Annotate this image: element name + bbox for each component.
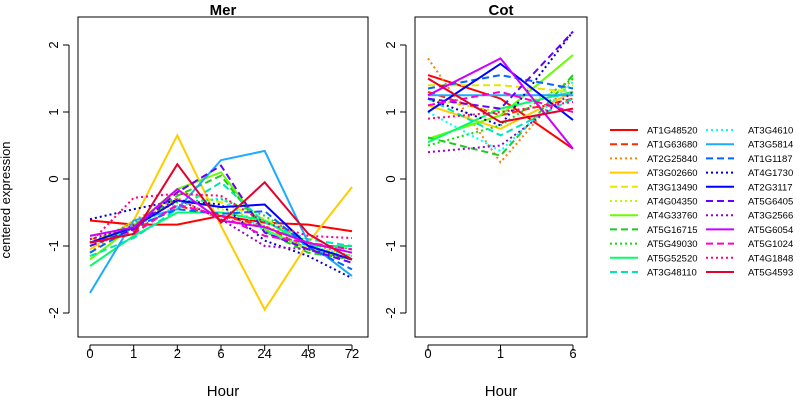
x-axis-label: Hour <box>485 383 518 400</box>
series-line-at5g6405 <box>427 30 574 110</box>
series-line-at4g1848 <box>427 101 574 120</box>
plot-frame <box>77 16 369 338</box>
series-line-at4g1848 <box>89 192 353 244</box>
y-tick-label: -2 <box>46 307 61 319</box>
legend-label: AT3G4610 <box>748 126 793 137</box>
series-line-at2g3117 <box>427 62 574 121</box>
legend-label: AT3G2566 <box>748 211 793 222</box>
series-line-at3g48110 <box>427 97 574 137</box>
y-tick-label: 1 <box>46 108 61 115</box>
legend-label: AT5G52520 <box>647 253 698 264</box>
y-axis-label: centered expression <box>0 141 13 258</box>
x-tick-label: 6 <box>569 346 576 361</box>
legend-label: AT5G1024 <box>748 239 793 250</box>
legend-label: AT4G33760 <box>647 211 698 222</box>
series-line-at5g6054 <box>427 57 574 150</box>
y-tick-label: 0 <box>383 175 398 182</box>
legend-label: AT5G49030 <box>647 239 698 250</box>
y-tick-label: -1 <box>383 240 398 252</box>
legend-item: AT5G4593 <box>706 268 793 279</box>
legend-item: AT5G6405 <box>706 197 793 208</box>
legend-item: AT5G49030 <box>610 239 698 250</box>
y-tick-label: 2 <box>46 41 61 48</box>
legend-item: AT1G1187 <box>706 154 793 165</box>
x-tick-label: 24 <box>257 346 271 361</box>
legend-item: AT4G04350 <box>610 197 698 208</box>
y-tick-label: 1 <box>383 108 398 115</box>
x-tick-label: 1 <box>130 346 137 361</box>
series-line-at4g1730 <box>89 199 353 280</box>
series-line-at5g4593 <box>89 162 353 261</box>
x-tick-label: 2 <box>174 346 181 361</box>
legend-label: AT1G48520 <box>647 126 698 137</box>
legend-item: AT4G1730 <box>706 168 793 179</box>
legend-label: AT3G48110 <box>647 268 697 279</box>
legend-item: AT3G48110 <box>610 268 697 279</box>
series-line-at2g25840 <box>427 57 574 164</box>
y-tick-label: 0 <box>46 175 61 182</box>
legend-label: AT1G63680 <box>647 140 698 151</box>
legend-label: AT4G1730 <box>748 168 793 179</box>
x-tick-label: 6 <box>217 346 224 361</box>
series-line-at3g02660 <box>427 91 574 130</box>
y-tick-label: -1 <box>46 240 61 252</box>
legend-label: AT3G13490 <box>647 182 698 193</box>
series-lines <box>427 30 574 164</box>
legend-item: AT5G52520 <box>610 253 698 264</box>
series-line-at4g1730 <box>427 30 574 127</box>
legend-label: AT5G6405 <box>748 197 793 208</box>
legend-item: AT5G1024 <box>706 239 793 250</box>
series-line-at3g13490 <box>428 84 574 93</box>
cot-panel: Cot -2 -1 0 1 2 0 1 6 Hour <box>383 2 588 400</box>
x-tick-label: 0 <box>424 346 431 361</box>
legend-item: AT2G3117 <box>706 182 793 193</box>
x-tick-label: 1 <box>497 346 504 361</box>
legend-item: AT3G5814 <box>706 140 793 151</box>
legend-item: AT3G4610 <box>706 126 793 137</box>
series-line-at3g48110 <box>89 181 353 258</box>
x-tick-label: 48 <box>301 346 315 361</box>
x-axis-label: Hour <box>207 383 240 400</box>
legend-item: AT5G6054 <box>706 225 793 236</box>
legend-item: AT3G2566 <box>706 211 793 222</box>
legend-label: AT3G02660 <box>647 168 698 179</box>
mer-panel: Mer -2 -1 0 1 2 0 1 2 6 24 48 72 Hour <box>46 2 369 400</box>
chart-title: Mer <box>210 2 237 19</box>
series-line-at5g52520 <box>427 90 574 144</box>
y-tick-label: 2 <box>383 41 398 48</box>
legend-label: AT5G16715 <box>647 225 698 236</box>
legend-item: AT4G1848 <box>706 253 793 264</box>
plot-frame <box>414 16 588 338</box>
legend-item: AT4G33760 <box>610 211 698 222</box>
legend-label: AT5G6054 <box>748 225 793 236</box>
series-lines <box>89 133 353 312</box>
x-tick-label: 0 <box>86 346 93 361</box>
legend-item: AT3G13490 <box>610 182 698 193</box>
series-line-at5g6405 <box>89 164 353 264</box>
chart-title: Cot <box>489 2 514 19</box>
series-line-at5g49030 <box>427 77 574 147</box>
legend: AT1G48520 AT1G63680 AT2G25840 AT3G02660 AT3G… <box>610 126 793 279</box>
legend-item: AT2G25840 <box>610 154 698 165</box>
series-line-at4g04350 <box>427 84 574 114</box>
legend-label: AT1G1187 <box>748 154 793 165</box>
legend-item: AT5G16715 <box>610 225 698 236</box>
x-tick-label: 72 <box>345 346 359 361</box>
legend-item: AT1G48520 <box>610 126 698 137</box>
legend-label: AT2G25840 <box>647 154 698 165</box>
legend-item: AT1G63680 <box>610 140 698 151</box>
legend-label: AT5G4593 <box>748 268 793 279</box>
legend-label: AT4G04350 <box>647 197 698 208</box>
legend-label: AT2G3117 <box>748 182 793 193</box>
legend-item: AT3G02660 <box>610 168 698 179</box>
legend-label: AT4G1848 <box>748 253 793 264</box>
legend-label: AT3G5814 <box>748 140 793 151</box>
series-line-at5g4593 <box>427 77 574 124</box>
y-tick-label: -2 <box>383 307 398 319</box>
